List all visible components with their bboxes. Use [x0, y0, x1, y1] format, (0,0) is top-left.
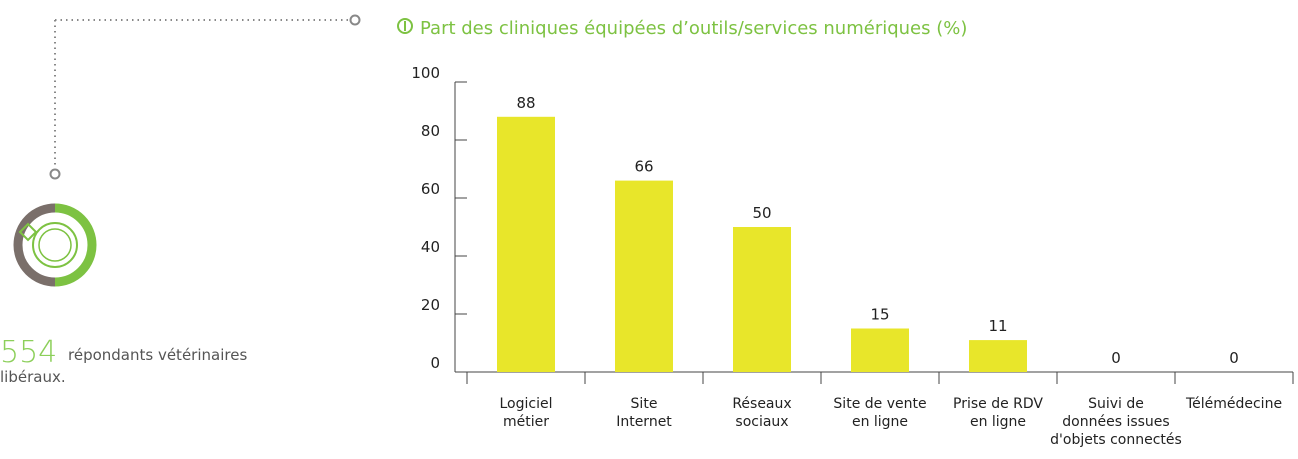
bar [497, 116, 555, 372]
y-tick-label: 100 [411, 64, 440, 82]
title-icon [397, 18, 413, 34]
y-tick-label: 20 [421, 296, 440, 314]
x-tick-label: métier [503, 414, 549, 430]
x-tick-label: Internet [616, 414, 672, 430]
respondent-count: 554 [0, 335, 57, 370]
x-tick-label: Réseaux [732, 396, 791, 412]
x-tick-label: Suivi de [1088, 396, 1144, 412]
x-tick-label: en ligne [970, 414, 1026, 430]
x-tick-label: Site [631, 396, 658, 412]
bar [851, 328, 909, 372]
connector-end [349, 14, 361, 26]
x-tick-label: d'objets connectés [1050, 432, 1182, 448]
x-tick-label: Télémédecine [1185, 396, 1282, 412]
value-label: 11 [988, 317, 1007, 335]
y-tick-label: 40 [421, 238, 440, 256]
respondent-text: répondants vétérinaires [68, 346, 247, 364]
y-tick-label: 60 [421, 180, 440, 198]
x-tick-label: Logiciel [500, 396, 553, 412]
y-tick-label: 80 [421, 122, 440, 140]
x-tick-label: sociaux [735, 414, 788, 430]
y-tick-label: 0 [430, 354, 440, 372]
value-label: 66 [634, 158, 653, 176]
icon [13, 203, 97, 287]
value-label: 88 [516, 94, 535, 112]
bar [615, 180, 673, 372]
x-tick-label: Prise de RDV [953, 396, 1043, 412]
respondent-text: libéraux. [0, 368, 66, 386]
value-label: 0 [1111, 349, 1121, 367]
bar [969, 340, 1027, 372]
bar [733, 227, 791, 372]
x-tick-label: en ligne [852, 414, 908, 430]
connector-end [49, 168, 61, 180]
value-label: 0 [1229, 349, 1239, 367]
value-label: 15 [870, 306, 889, 324]
x-tick-label: Site de vente [833, 396, 926, 412]
chart-title: Part des cliniques équipées d’outils/ser… [420, 18, 967, 39]
value-label: 50 [752, 204, 771, 222]
x-tick-label: données issues [1062, 414, 1169, 430]
